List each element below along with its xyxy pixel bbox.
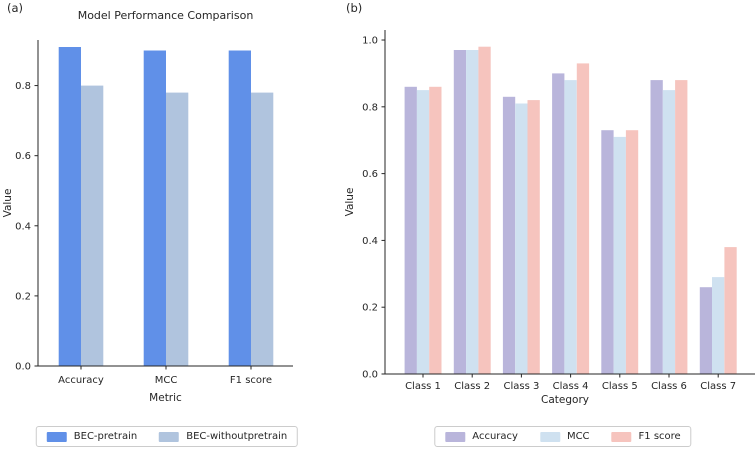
bar bbox=[552, 73, 565, 375]
y-axis-title: Value bbox=[2, 189, 14, 218]
y-tick-label: 0.0 bbox=[15, 362, 31, 373]
bar bbox=[699, 287, 713, 374]
bar bbox=[251, 92, 274, 366]
bar bbox=[625, 130, 639, 374]
bar bbox=[502, 96, 516, 375]
bar bbox=[675, 80, 688, 374]
bar bbox=[166, 92, 189, 366]
bar bbox=[453, 50, 467, 374]
legend-item: MCC bbox=[539, 431, 590, 442]
y-tick-label: 0.4 bbox=[362, 236, 378, 247]
bar bbox=[143, 50, 166, 366]
x-tick-label: Class 5 bbox=[602, 381, 638, 392]
y-tick-label: 1.0 bbox=[362, 36, 378, 47]
y-tick-label: 0.2 bbox=[362, 303, 378, 314]
legend-swatch bbox=[611, 431, 632, 442]
legend-label: BEC-pretrain bbox=[73, 431, 138, 442]
legend-item: BEC-withoutpretrain bbox=[159, 431, 287, 442]
y-tick-label: 0.4 bbox=[15, 221, 31, 232]
chart-title: Model Performance Comparison bbox=[78, 9, 254, 22]
bar bbox=[650, 80, 663, 374]
bar bbox=[466, 50, 479, 374]
y-tick-label: 0.6 bbox=[15, 151, 31, 162]
legend-label: BEC-withoutpretrain bbox=[186, 431, 288, 442]
bar bbox=[416, 90, 430, 374]
bar bbox=[478, 46, 491, 374]
panel-a-legend: BEC-pretrain BEC-withoutpretrain bbox=[35, 426, 299, 447]
y-tick-label: 0.8 bbox=[362, 102, 378, 113]
bar bbox=[515, 103, 528, 374]
y-tick-label: 0.2 bbox=[15, 291, 31, 302]
bar bbox=[429, 86, 442, 375]
panel-a-label: (a) bbox=[7, 1, 24, 15]
legend-swatch bbox=[445, 431, 466, 442]
bar bbox=[228, 50, 251, 366]
bar bbox=[58, 47, 81, 366]
x-tick-label: Accuracy bbox=[58, 375, 104, 386]
legend-swatch bbox=[539, 431, 560, 442]
legend-swatch bbox=[46, 431, 67, 442]
legend-label: F1 score bbox=[638, 431, 681, 442]
bar bbox=[576, 63, 590, 375]
legend-swatch bbox=[159, 431, 180, 442]
legend-item: F1 score bbox=[611, 431, 681, 442]
bar bbox=[724, 247, 737, 374]
bar bbox=[527, 100, 540, 374]
x-axis-title: Metric bbox=[149, 392, 182, 404]
panel-b-label: (b) bbox=[346, 1, 363, 15]
x-tick-label: Class 3 bbox=[503, 381, 539, 392]
x-axis-title: Category bbox=[541, 394, 589, 406]
x-tick-label: Class 7 bbox=[700, 381, 736, 392]
x-tick-label: F1 score bbox=[230, 375, 272, 386]
x-tick-label: Class 4 bbox=[553, 381, 589, 392]
x-tick-label: MCC bbox=[155, 375, 178, 386]
bar bbox=[712, 277, 725, 374]
legend-label: MCC bbox=[566, 431, 590, 442]
legend-item: BEC-pretrain bbox=[46, 431, 138, 442]
y-tick-label: 0.8 bbox=[15, 81, 31, 92]
legend-label: Accuracy bbox=[472, 431, 518, 442]
bar bbox=[613, 136, 626, 374]
x-tick-label: Class 2 bbox=[454, 381, 490, 392]
y-tick-label: 0.0 bbox=[362, 370, 378, 381]
legend-item: Accuracy bbox=[445, 431, 518, 442]
bar bbox=[662, 90, 676, 374]
bar bbox=[564, 80, 577, 374]
x-tick-label: Class 1 bbox=[405, 381, 441, 392]
bar bbox=[404, 86, 417, 375]
bar bbox=[81, 85, 104, 366]
bar bbox=[601, 130, 614, 374]
panel-b-legend: Accuracy MCC F1 score bbox=[434, 426, 692, 447]
x-tick-label: Class 6 bbox=[651, 381, 687, 392]
y-tick-label: 0.6 bbox=[362, 169, 378, 180]
y-axis-title: Value bbox=[344, 188, 356, 217]
